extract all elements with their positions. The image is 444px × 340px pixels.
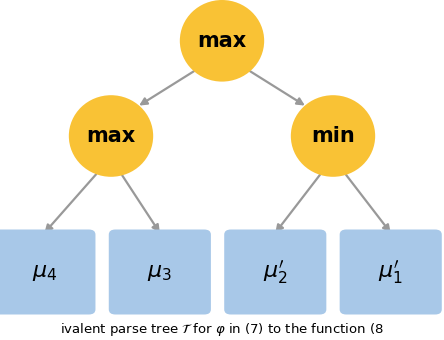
Text: max: max [87,126,135,146]
Text: ivalent parse tree $\mathcal{T}$ for $\varphi$ in (7) to the function (8: ivalent parse tree $\mathcal{T}$ for $\v… [60,321,384,338]
FancyBboxPatch shape [109,230,211,314]
Text: max: max [198,31,246,51]
FancyBboxPatch shape [340,230,442,314]
Text: $\mu_1'$: $\mu_1'$ [378,258,403,286]
Text: $\mu_2'$: $\mu_2'$ [263,258,288,286]
Text: min: min [311,126,355,146]
Text: $\mu_4$: $\mu_4$ [32,261,57,283]
Ellipse shape [69,95,153,177]
Ellipse shape [291,95,375,177]
Text: $\mu_3$: $\mu_3$ [147,261,172,283]
FancyBboxPatch shape [224,230,326,314]
FancyBboxPatch shape [0,230,95,314]
Ellipse shape [180,0,264,82]
